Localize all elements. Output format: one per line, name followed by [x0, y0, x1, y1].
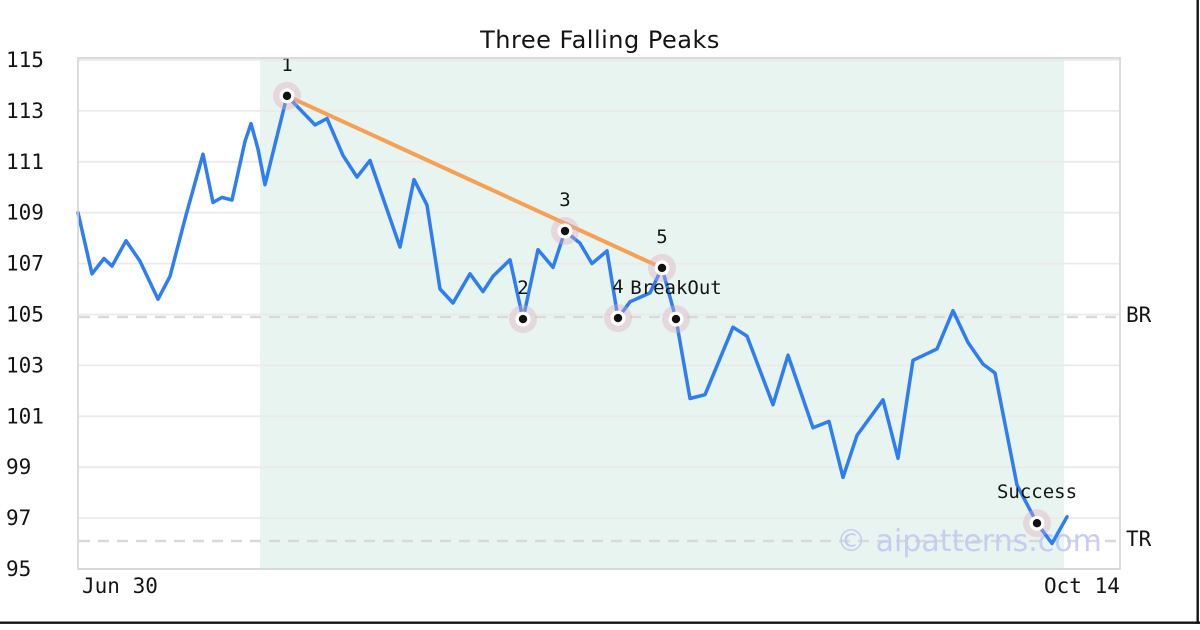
peak-marker	[282, 91, 292, 101]
annotation-label: 1	[281, 54, 292, 76]
y-axis-tick: 105	[6, 303, 44, 327]
annotation-label: Success	[997, 481, 1077, 503]
watermark: © aipatterns.com	[836, 524, 1102, 559]
annotation-label: BreakOut	[630, 277, 722, 299]
peak-marker	[613, 313, 623, 323]
y-axis-tick: 109	[6, 201, 44, 225]
annotation-label: 4	[612, 276, 623, 298]
price-line	[76, 94, 1069, 546]
x-axis-tick-end: Oct 14	[1044, 574, 1120, 598]
breakout-level-label: BR	[1126, 303, 1152, 327]
annotation-label: 5	[656, 226, 667, 248]
y-axis-tick: 107	[6, 252, 44, 276]
x-axis-tick-start: Jun 30	[82, 574, 158, 598]
pattern-shade-region	[260, 58, 1064, 569]
trendline	[285, 93, 664, 270]
y-axis-tick: 101	[6, 404, 44, 428]
right-border-line	[1196, 0, 1199, 624]
y-axis-tick: 103	[6, 353, 44, 377]
plot-border	[77, 57, 1121, 570]
y-axis-tick: 95	[6, 557, 31, 581]
peak-marker	[1032, 518, 1042, 528]
bottom-border-line	[0, 621, 1200, 624]
peak-marker	[518, 314, 528, 324]
peak-marker	[560, 226, 570, 236]
annotation-label: 3	[559, 189, 570, 211]
y-axis-tick: 99	[6, 455, 31, 479]
y-axis-tick: 97	[6, 506, 31, 530]
y-axis-tick: 115	[6, 48, 44, 72]
annotation-label: 2	[517, 277, 528, 299]
target-level-label: TR	[1126, 527, 1152, 551]
peak-marker	[671, 314, 681, 324]
chart-title: Three Falling Peaks	[480, 26, 720, 54]
y-axis-tick: 111	[6, 150, 44, 174]
peak-marker	[657, 263, 667, 273]
y-axis-tick: 113	[6, 99, 44, 123]
